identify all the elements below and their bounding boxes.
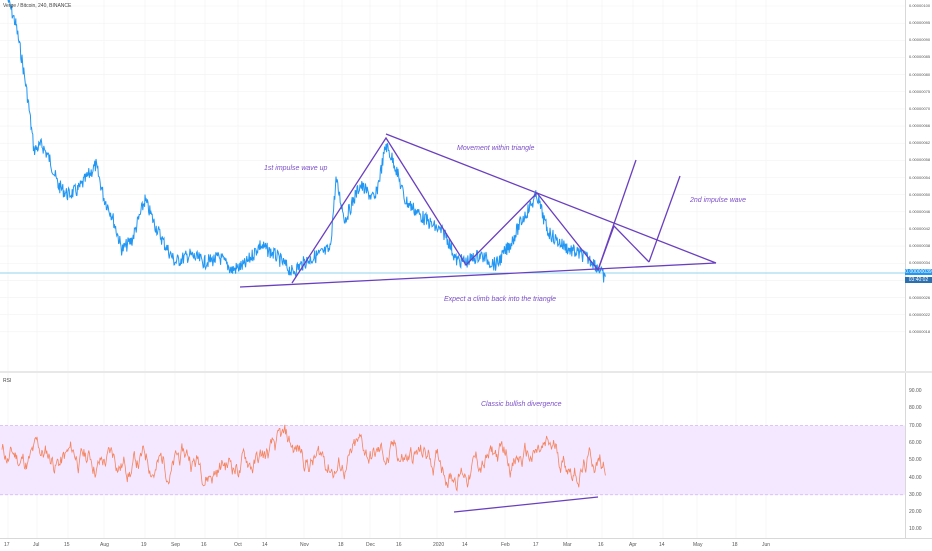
time-tick-label: 17	[4, 542, 10, 548]
annotation-divergence: Classic bullish divergence	[481, 401, 562, 408]
price-tick-label: 0.00000046	[909, 208, 931, 214]
time-tick-label: Jun	[762, 542, 771, 548]
price-tick-label: 0.00000080	[909, 71, 931, 77]
rsi-tick-label: 10.00	[909, 526, 922, 533]
time-tick-label: 16	[201, 542, 207, 548]
time-tick-label: 14	[659, 542, 665, 548]
price-tick-label: 0.00000062	[909, 140, 931, 146]
time-tick-label: 18	[338, 542, 344, 548]
price-tick-label: 0.00000042	[909, 225, 931, 231]
price-tick-label: 0.00000085	[909, 54, 931, 60]
time-tick-label: 14	[462, 542, 468, 548]
time-tick-label: Sep	[171, 542, 180, 548]
time-axis[interactable]: 17 Jul 15 Aug 19 Sep 16 Oct 14 Nov 18 Dec 16 2020 14 Fe…	[0, 538, 932, 551]
annotation-impulse1: 1st impulse wave up	[264, 165, 328, 172]
price-tick-label: 0.00000058	[909, 157, 931, 163]
price-tick-label: 0.00000018	[909, 328, 931, 334]
divergence-line[interactable]	[453, 496, 599, 513]
projection-breakout-1[interactable]	[597, 159, 637, 271]
current-price-tag: 0.00000039	[905, 269, 932, 275]
price-tick-label: 0.00000075	[909, 88, 931, 94]
projection-breakout-2[interactable]	[648, 175, 681, 263]
annotation-impulse2: 2nd impulse wave	[690, 197, 747, 204]
time-tick-label: Apr	[629, 542, 637, 548]
time-tick-label: 17	[533, 542, 539, 548]
price-chart[interactable]	[0, 0, 905, 371]
impulse-wave-lines[interactable]	[291, 136, 599, 284]
price-tick-label: 0.00000034	[909, 260, 931, 266]
annotation-triangle: Movement within triangle	[457, 145, 535, 152]
rsi-band	[0, 425, 905, 495]
bar-countdown: 03:40:02	[905, 277, 932, 283]
rsi-tick-label: 80.00	[909, 405, 922, 412]
triangle-lower-trendline[interactable]	[239, 262, 717, 288]
time-tick-label: May	[693, 542, 703, 548]
time-tick-label: 18	[732, 542, 738, 548]
price-tick-label: 0.00000090	[909, 37, 931, 43]
rsi-tick-label: 90.00	[909, 388, 922, 394]
price-tick-label: 0.00000038	[909, 243, 931, 249]
rsi-pane[interactable]: Classic bullish divergence	[0, 373, 905, 538]
rsi-tick-label: 40.00	[909, 474, 922, 481]
time-tick-label: Nov	[300, 542, 309, 548]
time-tick-label: Dec	[366, 542, 375, 548]
price-tick-label: 0.00000100	[909, 3, 931, 8]
price-tick-label: 0.00000070	[909, 105, 931, 111]
time-tick-label: Mar	[563, 542, 572, 548]
rsi-tick-label: 30.00	[909, 491, 922, 498]
time-tick-label: Feb	[501, 542, 510, 548]
time-tick-label: Aug	[100, 542, 109, 548]
price-tick-label: 0.00000050	[909, 191, 931, 197]
price-series	[7, 0, 606, 283]
triangle-upper-trendline[interactable]	[385, 133, 717, 264]
time-tick-label: 2020	[433, 542, 445, 548]
time-tick-label: 16	[396, 542, 402, 548]
rsi-tick-label: 50.00	[909, 457, 922, 464]
price-tick-label: 0.00000066	[909, 123, 931, 129]
price-tick-label: 0.00000026	[909, 294, 931, 300]
time-tick-label: 16	[598, 542, 604, 548]
price-axis[interactable]: 0.00000100 0.00000095 0.00000090 0.00000085…	[905, 0, 932, 371]
trend-drawings[interactable]	[239, 133, 717, 288]
rsi-tick-label: 20.00	[909, 509, 922, 516]
price-tick-label: 0.00000054	[909, 174, 931, 180]
time-tick-label: Oct	[234, 542, 242, 548]
rsi-axis[interactable]: 90.00 80.00 70.00 60.00 50.00 40.00 30.00 20.00…	[905, 373, 932, 538]
annotation-climb: Expect a climb back into the triangle	[444, 296, 557, 303]
time-tick-label: 19	[141, 542, 147, 548]
main-chart-pane[interactable]: Verge / Bitcoin, 240, BINANCE 1st impuls…	[0, 0, 905, 371]
price-tick-label: 0.00000095	[909, 20, 931, 26]
price-tick-label: 0.00000022	[909, 311, 931, 317]
symbol-title: Verge / Bitcoin, 240, BINANCE	[3, 3, 72, 9]
rsi-series	[1, 424, 606, 492]
time-tick-label: 15	[64, 542, 70, 548]
rsi-chart[interactable]	[0, 373, 905, 538]
time-tick-label: 14	[262, 542, 268, 548]
time-tick-label: Jul	[33, 542, 40, 548]
rsi-tick-label: 70.00	[909, 422, 922, 429]
rsi-tick-label: 60.00	[909, 439, 922, 446]
pane-separator[interactable]	[0, 371, 932, 373]
rsi-title: RSI	[3, 378, 12, 384]
